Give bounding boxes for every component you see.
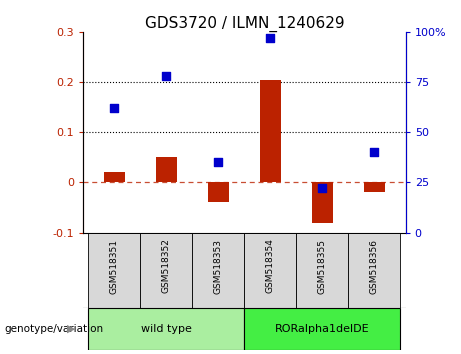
Text: genotype/variation: genotype/variation: [5, 324, 104, 334]
Bar: [192, 233, 244, 308]
Text: GSM518354: GSM518354: [266, 239, 275, 293]
Bar: [88, 308, 244, 350]
Title: GDS3720 / ILMN_1240629: GDS3720 / ILMN_1240629: [144, 16, 344, 32]
Text: GSM518351: GSM518351: [110, 239, 119, 293]
Bar: [312, 182, 333, 223]
Bar: [88, 233, 140, 308]
Point: [371, 149, 378, 155]
Point: [319, 185, 326, 191]
Text: wild type: wild type: [141, 324, 192, 334]
Point: [111, 105, 118, 111]
Bar: [349, 233, 401, 308]
Bar: [260, 80, 281, 182]
Text: ▶: ▶: [67, 324, 75, 334]
Bar: [244, 308, 401, 350]
Text: GSM518352: GSM518352: [162, 239, 171, 293]
Bar: [244, 233, 296, 308]
Bar: [156, 157, 177, 182]
Text: GSM518355: GSM518355: [318, 239, 327, 293]
Point: [266, 35, 274, 41]
Bar: [208, 182, 229, 202]
Point: [163, 73, 170, 79]
Bar: [296, 233, 349, 308]
Point: [215, 160, 222, 165]
Bar: [140, 233, 192, 308]
Text: GSM518353: GSM518353: [214, 239, 223, 293]
Text: RORalpha1delDE: RORalpha1delDE: [275, 324, 370, 334]
Bar: [104, 172, 124, 182]
Text: GSM518356: GSM518356: [370, 239, 379, 293]
Bar: [364, 182, 385, 193]
